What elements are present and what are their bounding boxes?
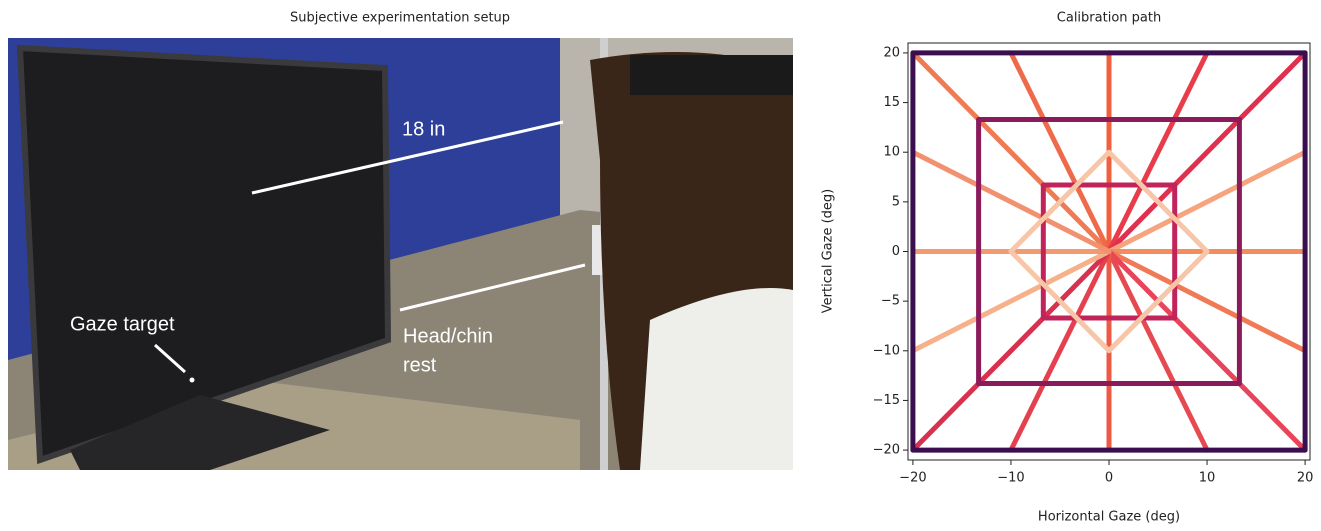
chart-title: Calibration path: [1057, 11, 1161, 26]
y-tick-label: 10: [883, 145, 900, 160]
calibration-segment: [913, 252, 1109, 351]
calibration-segment: [913, 152, 1109, 251]
annotation: 18 in: [402, 118, 445, 140]
photo: 18 in Gaze target Head/chin rest: [8, 38, 793, 470]
calibration-segment: [1109, 53, 1305, 252]
figure: Subjective experimentation setup 18 in G…: [0, 0, 1321, 527]
annotation: rest: [403, 354, 437, 376]
y-tick-label: −20: [873, 443, 900, 458]
x-tick-label: 0: [1105, 471, 1113, 486]
calibration-segment: [913, 53, 1109, 252]
annotation: Head/chin: [403, 325, 493, 347]
head-strap: [630, 55, 793, 95]
annotation: Gaze target: [70, 313, 175, 335]
x-tick-label: 20: [1297, 471, 1314, 486]
y-tick-label: −5: [881, 294, 900, 309]
calibration-segment: [1011, 53, 1109, 252]
photo-title: Subjective experimentation setup: [290, 11, 510, 26]
x-tick-label: −10: [997, 471, 1024, 486]
x-axis-label: Horizontal Gaze (deg): [1038, 510, 1180, 525]
y-tick-label: 5: [892, 194, 900, 209]
calibration-segment: [913, 252, 1109, 451]
calibration-segment: [1109, 152, 1305, 251]
y-tick-label: −15: [873, 393, 900, 408]
calibration-segment: [1109, 252, 1305, 351]
person-shirt: [640, 288, 793, 470]
gaze-target-dot: [190, 378, 195, 383]
y-tick-label: 0: [892, 244, 900, 259]
x-tick-label: 10: [1199, 471, 1216, 486]
y-tick-label: −10: [873, 343, 900, 358]
calibration-segment: [1109, 53, 1207, 252]
plot: −20 −10 0 10 20 −20 −15 −10 −5 0 5 10 15 20: [873, 43, 1314, 486]
page: {"photo": {"title": "Subjective experime…: [0, 0, 1321, 527]
y-tick-label: 15: [883, 95, 900, 110]
calibration-segment: [1011, 252, 1109, 451]
calibration-segment: [1109, 252, 1207, 451]
calibration-segment: [1109, 252, 1305, 451]
y-axis-label: Vertical Gaze (deg): [821, 189, 836, 313]
x-tick-label: −20: [899, 471, 926, 486]
y-tick-label: 20: [883, 45, 900, 60]
